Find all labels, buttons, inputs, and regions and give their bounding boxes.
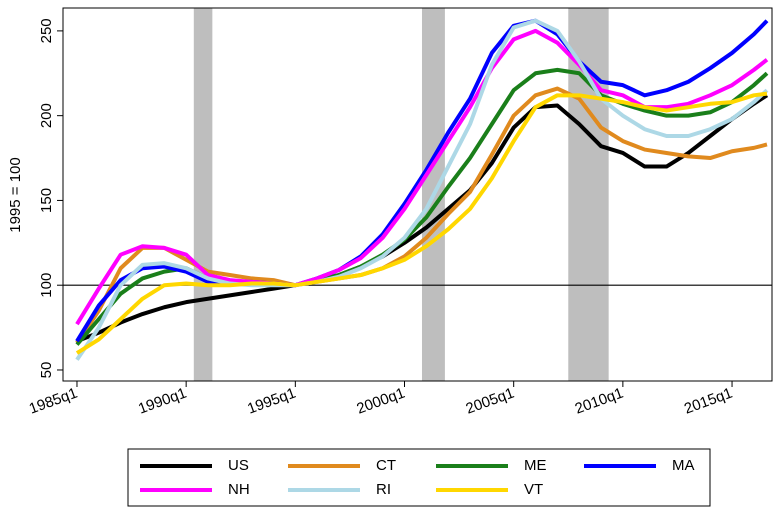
- legend-label: VT: [524, 481, 543, 498]
- y-tick-label: 250: [38, 18, 55, 43]
- legend-label: ME: [524, 457, 547, 474]
- legend-label: US: [228, 457, 249, 474]
- y-axis-label: 1995 = 100: [7, 157, 24, 233]
- recession-band: [568, 8, 609, 381]
- plot-frame: [62, 7, 773, 382]
- legend-label: NH: [228, 481, 250, 498]
- legend-box: [127, 448, 711, 507]
- y-tick-label: 100: [38, 273, 55, 298]
- y-tick-label: 50: [38, 362, 55, 379]
- legend-label: CT: [376, 457, 396, 474]
- series-line: [75, 91, 768, 355]
- series-line: [75, 18, 769, 343]
- series-line: [75, 18, 769, 361]
- series-line: [75, 28, 769, 326]
- legend-label: RI: [376, 481, 391, 498]
- y-tick-label: 150: [38, 188, 55, 213]
- series-line: [76, 93, 769, 344]
- y-tick-label: 200: [38, 103, 55, 128]
- legend-label: MA: [672, 457, 695, 474]
- recession-band: [193, 8, 213, 381]
